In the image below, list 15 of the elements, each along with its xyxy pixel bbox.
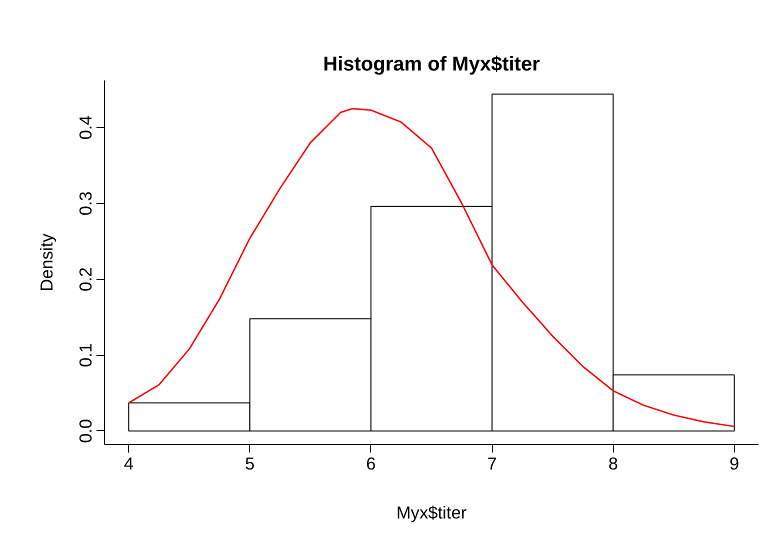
chart-title: Histogram of Myx$titer [323, 54, 540, 76]
y-tick-label: 0.3 [76, 191, 96, 216]
y-tick-label: 0.0 [76, 418, 96, 444]
x-tick-label: 6 [366, 454, 376, 474]
y-axis-title: Density [36, 233, 56, 292]
y-tick-label: 0.4 [76, 115, 96, 140]
x-tick-label: 9 [729, 454, 740, 474]
x-tick-label: 7 [487, 454, 497, 474]
x-tick-label: 5 [245, 454, 255, 474]
y-tick-label: 0.1 [76, 343, 96, 368]
x-axis-title: Myx$titer [396, 502, 467, 522]
line-series [128, 108, 736, 428]
x-tick-label: 8 [608, 454, 618, 474]
x-tick-label: 4 [124, 454, 134, 474]
y-tick-label: 0.2 [76, 267, 96, 292]
